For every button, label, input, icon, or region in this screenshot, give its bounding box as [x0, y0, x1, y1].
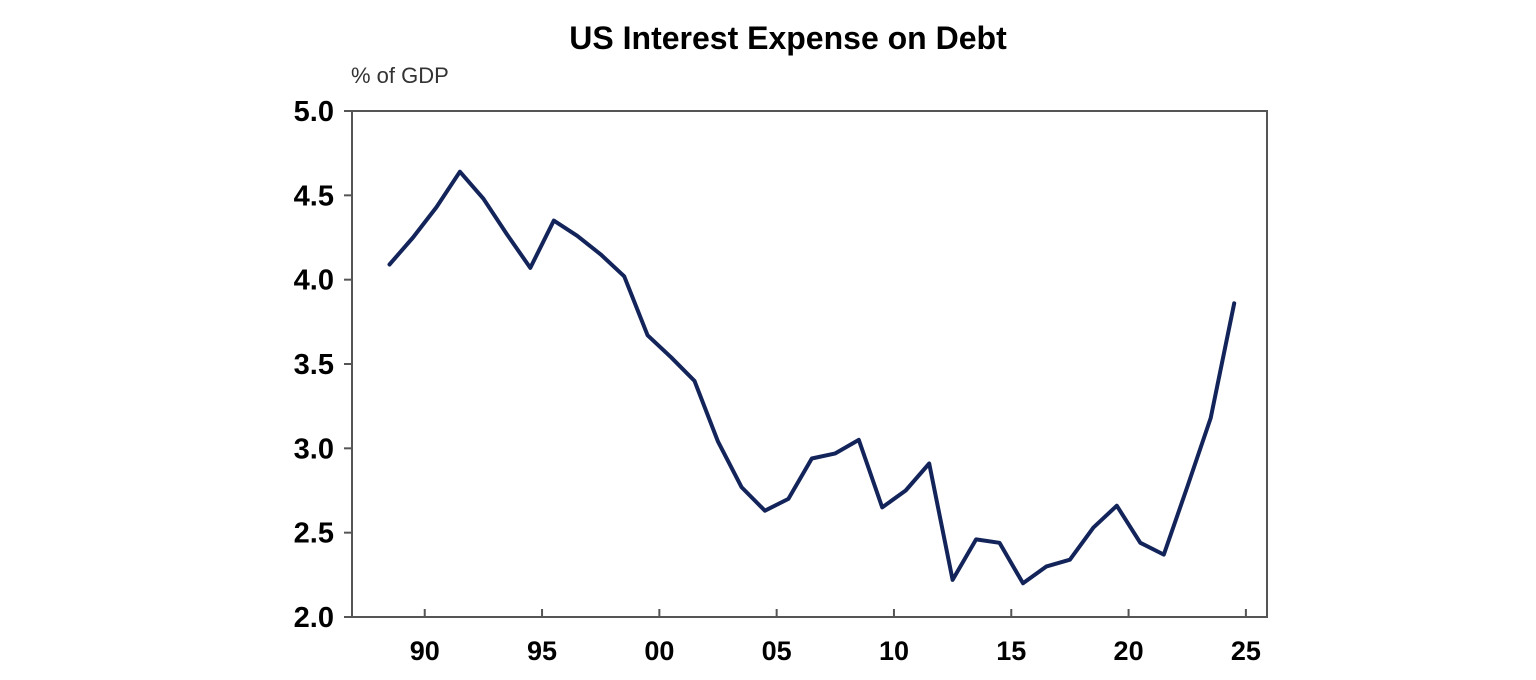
x-tick-label: 25	[1231, 636, 1261, 666]
x-axis: 90 95 00 05 10 15 20 25	[410, 609, 1261, 666]
y-tick-label: 5.0	[294, 96, 334, 128]
x-tick-label: 15	[996, 636, 1026, 666]
y-tick-label: 2.5	[294, 518, 334, 550]
x-tick-label: 05	[762, 636, 792, 666]
y-tick-label: 4.0	[294, 265, 334, 297]
y-axis-unit-label: % of GDP	[351, 63, 449, 88]
interest-expense-line	[387, 169, 1237, 586]
y-tick-label: 3.0	[294, 433, 334, 465]
x-tick-label: 95	[527, 636, 557, 666]
chart-title: US Interest Expense on Debt	[569, 20, 1007, 56]
y-tick-label: 3.5	[294, 349, 334, 381]
y-tick-label: 4.5	[294, 180, 334, 212]
y-axis: 5.0 4.5 4.0 3.5 3.0 2.5 2.0	[294, 96, 352, 634]
x-tick-label: 00	[644, 636, 674, 666]
x-tick-label: 10	[879, 636, 909, 666]
x-tick-label: 20	[1114, 636, 1144, 666]
x-tick-label: 90	[410, 636, 440, 666]
plot-frame	[351, 110, 1268, 618]
plot-border	[351, 110, 1268, 618]
y-tick-label: 2.0	[294, 602, 334, 634]
